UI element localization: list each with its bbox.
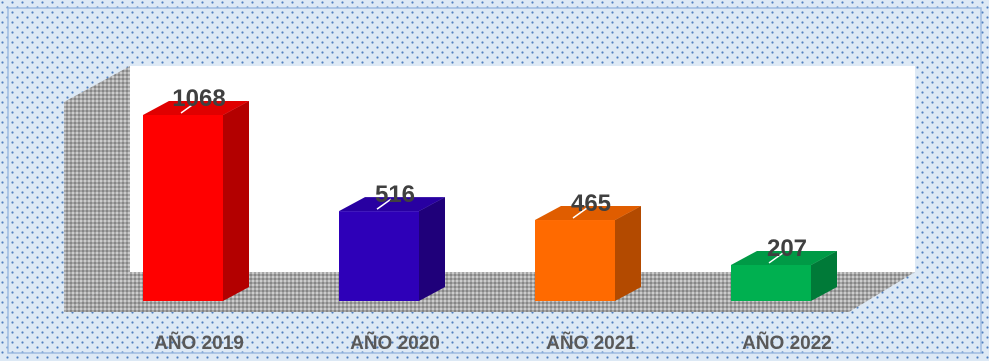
plot-floor	[64, 272, 915, 312]
bar-front	[339, 211, 419, 301]
bar-side	[615, 206, 641, 301]
plot-side-wall	[64, 66, 130, 312]
category-label: AÑO 2021	[546, 332, 636, 354]
bar-top	[339, 197, 445, 212]
bar: 1068	[143, 85, 249, 301]
bar-top-shade	[535, 206, 641, 221]
bar-front	[535, 220, 615, 301]
category-label: AÑO 2019	[154, 332, 244, 354]
data-label-leader	[376, 198, 392, 210]
bar: 207	[731, 235, 837, 301]
plot-back-wall	[130, 66, 915, 272]
bars-group: 1068 516 465 207	[143, 85, 837, 301]
bar-side	[811, 250, 837, 301]
bar-top-shade	[339, 197, 445, 212]
category-label: AÑO 2022	[742, 332, 832, 354]
data-label-leader	[180, 102, 196, 114]
bar-top	[535, 206, 641, 221]
bar-front	[731, 264, 811, 301]
bar-top	[731, 250, 837, 265]
bar-top-shade	[731, 250, 837, 265]
bar: 465	[535, 190, 641, 301]
data-label: 1068	[172, 85, 225, 112]
data-label-leader	[768, 252, 784, 264]
bar-front	[143, 115, 223, 301]
bar-top	[143, 101, 249, 115]
data-label: 207	[767, 235, 807, 262]
data-label: 516	[375, 181, 415, 208]
data-label: 465	[571, 190, 611, 217]
category-labels: AÑO 2019 AÑO 2020 AÑO 2021 AÑO 2022	[154, 332, 832, 354]
bar-side	[419, 197, 445, 301]
data-label-leader	[572, 207, 588, 219]
bar-side	[223, 101, 249, 301]
chart-border	[7, 7, 982, 354]
bar-top-shade	[143, 101, 249, 115]
bar: 516	[339, 181, 445, 301]
category-label: AÑO 2020	[350, 332, 440, 354]
